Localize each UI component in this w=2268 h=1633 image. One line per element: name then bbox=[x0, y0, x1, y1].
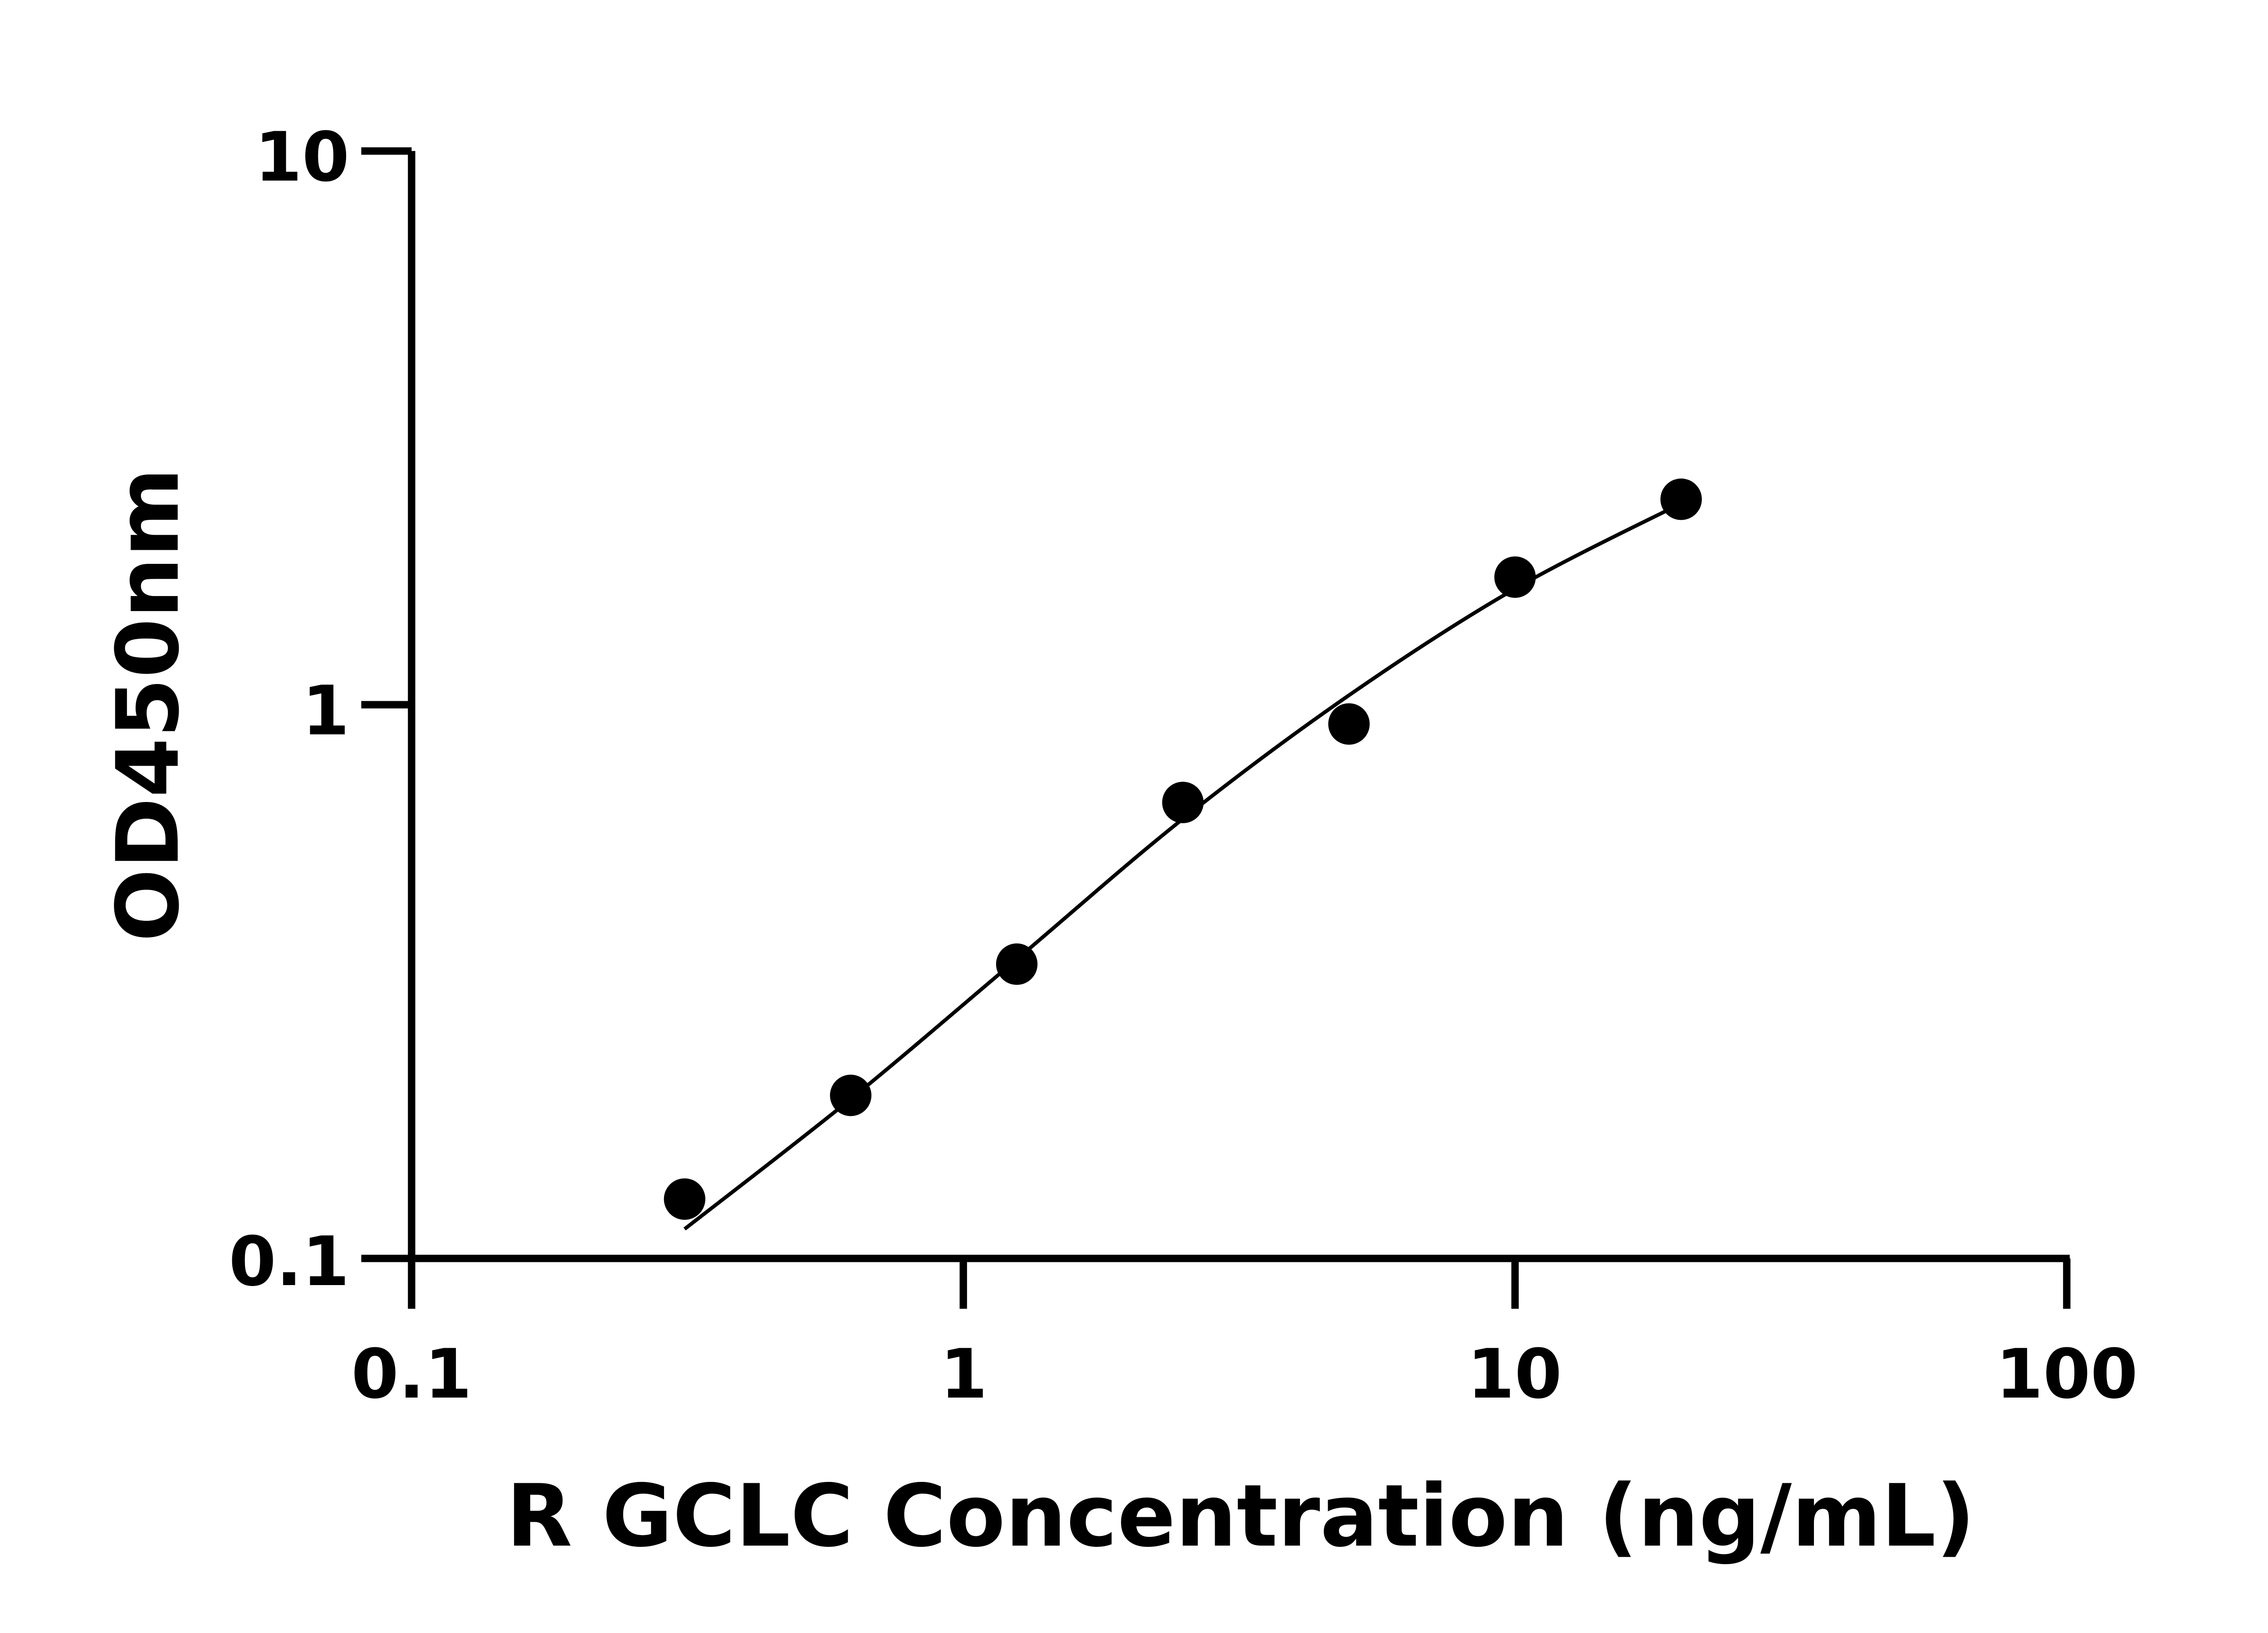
x-tick-labels: 0.1 1 10 100 bbox=[351, 1335, 2138, 1414]
y-tick-label: 10 bbox=[254, 118, 349, 197]
data-point bbox=[664, 1178, 705, 1220]
fit-curve bbox=[683, 502, 1682, 1231]
data-point bbox=[996, 943, 1038, 985]
data-points bbox=[664, 478, 1702, 1220]
y-tick-label: 1 bbox=[302, 672, 349, 751]
axes bbox=[361, 147, 2071, 1309]
x-axis-label: R GCLC Concentration (ng/mL) bbox=[506, 1466, 1975, 1566]
data-point bbox=[1162, 782, 1204, 823]
y-tick-labels: 0.1 1 10 bbox=[229, 118, 349, 1301]
x-tick-label: 1 bbox=[940, 1335, 987, 1414]
y-axis-label: OD450nm bbox=[98, 468, 198, 942]
x-tick-label: 100 bbox=[1996, 1335, 2138, 1414]
data-point bbox=[1494, 556, 1536, 598]
x-tick-label: 0.1 bbox=[351, 1335, 472, 1414]
data-point bbox=[1328, 703, 1370, 745]
y-tick-label: 0.1 bbox=[229, 1222, 349, 1301]
data-point bbox=[830, 1075, 872, 1116]
x-tick-label: 10 bbox=[1467, 1335, 1562, 1414]
data-point bbox=[1660, 478, 1702, 520]
